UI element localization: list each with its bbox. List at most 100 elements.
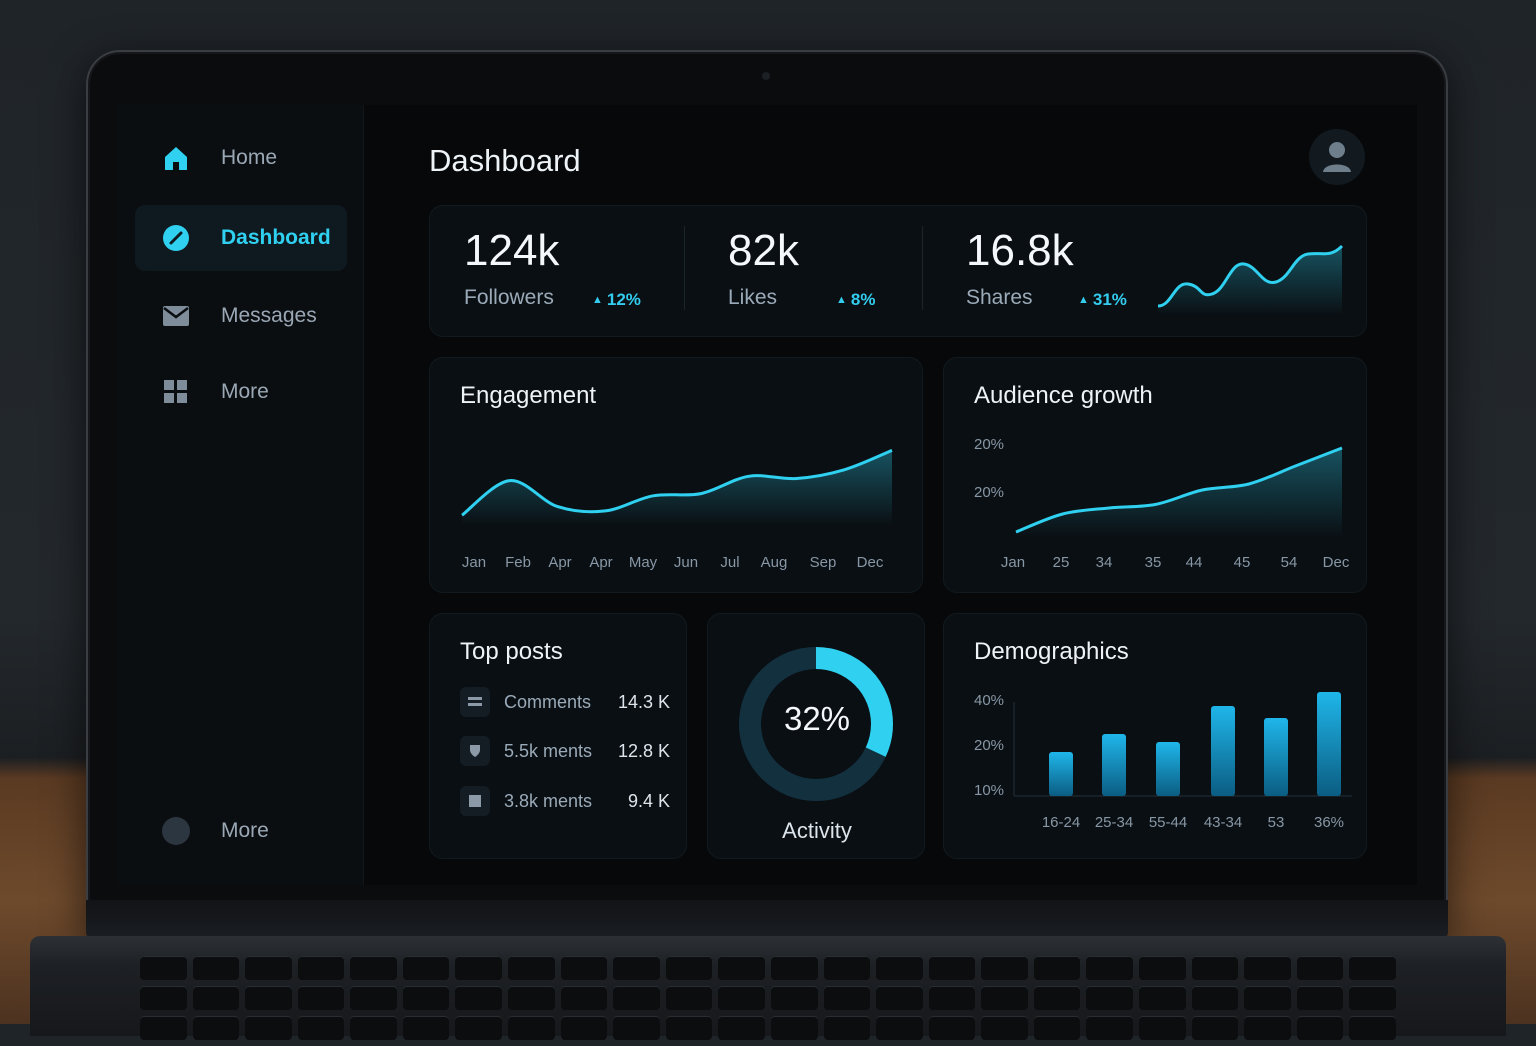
up-arrow-icon: ▲ xyxy=(836,294,847,306)
stat-delta-value: 31% xyxy=(1093,290,1127,309)
home-icon xyxy=(161,143,191,173)
keyboard-key xyxy=(1192,986,1239,1010)
main-content: Dashboard 124k Followers ▲12% 82k Likes … xyxy=(363,105,1417,885)
keyboard-key xyxy=(1349,956,1396,980)
sidebar: Home Dashboard Messages More More xyxy=(117,105,364,885)
sidebar-item-dashboard[interactable]: Dashboard xyxy=(135,205,347,271)
activity-card: 32% Activity xyxy=(707,613,925,859)
keyboard-key xyxy=(824,956,871,980)
bar xyxy=(1317,692,1341,796)
post-value: 9.4 K xyxy=(628,791,670,812)
keyboard-key xyxy=(193,1016,240,1040)
keyboard-key xyxy=(824,1016,871,1040)
shares-sparkline xyxy=(1154,236,1346,316)
keyboard-key xyxy=(718,1016,765,1040)
keyboard-key xyxy=(193,986,240,1010)
list-item[interactable]: 3.8k ments 9.4 K xyxy=(460,785,670,817)
x-tick-label: Dec xyxy=(1323,554,1350,571)
keyboard-key xyxy=(1192,1016,1239,1040)
keyboard-key xyxy=(1192,956,1239,980)
keyboard-key xyxy=(1349,1016,1396,1040)
keyboard-key xyxy=(508,956,555,980)
compass-icon xyxy=(161,223,191,253)
grid-icon xyxy=(161,377,191,407)
keyboard-key xyxy=(1139,956,1186,980)
keyboard-key xyxy=(245,956,292,980)
x-tick-label: Jan xyxy=(462,554,486,571)
keyboard-key xyxy=(403,1016,450,1040)
keyboard-key xyxy=(1034,1016,1081,1040)
bar xyxy=(1102,734,1126,796)
keyboard-key xyxy=(561,1016,608,1040)
stat-value: 124k xyxy=(464,226,559,276)
square-icon xyxy=(460,786,490,816)
keyboard-key xyxy=(1297,1016,1344,1040)
sidebar-item-more[interactable]: More xyxy=(135,359,347,425)
x-tick-label: 45 xyxy=(1234,554,1251,571)
keyboard-key xyxy=(403,956,450,980)
bar xyxy=(1156,742,1180,796)
keyboard xyxy=(140,956,1396,1046)
keyboard-key xyxy=(1244,956,1291,980)
keyboard-key xyxy=(350,1016,397,1040)
keyboard-key xyxy=(1034,956,1081,980)
keyboard-key xyxy=(455,986,502,1010)
keyboard-key xyxy=(876,986,923,1010)
stat-followers: 124k Followers ▲12% xyxy=(464,206,684,336)
up-arrow-icon: ▲ xyxy=(1078,294,1089,306)
x-tick-label: Apr xyxy=(589,554,612,571)
keyboard-key xyxy=(613,1016,660,1040)
sidebar-item-home[interactable]: Home xyxy=(135,125,347,191)
keyboard-key xyxy=(1086,1016,1133,1040)
chart-area xyxy=(462,450,892,526)
keyboard-key xyxy=(508,986,555,1010)
post-value: 12.8 K xyxy=(618,741,670,762)
sparkline-area xyxy=(1158,246,1342,316)
x-tick-label: Feb xyxy=(505,554,531,571)
stat-value: 82k xyxy=(728,226,799,276)
sidebar-footer-more[interactable]: More xyxy=(135,798,347,864)
keyboard-key xyxy=(140,956,187,980)
sidebar-item-label: More xyxy=(221,380,269,404)
keyboard-key xyxy=(666,986,713,1010)
stat-delta: ▲ 31% xyxy=(1078,290,1127,310)
x-tick-label: Jun xyxy=(674,554,698,571)
avatar[interactable] xyxy=(1309,129,1365,185)
keyboard-key xyxy=(1086,956,1133,980)
keyboard-key xyxy=(718,956,765,980)
stat-label: Shares xyxy=(966,286,1033,310)
x-tick-label: Apr xyxy=(548,554,571,571)
keyboard-key xyxy=(876,956,923,980)
keyboard-key xyxy=(508,1016,555,1040)
bar xyxy=(1211,706,1235,796)
keyboard-key xyxy=(929,986,976,1010)
shield-icon xyxy=(460,736,490,766)
keyboard-key xyxy=(771,1016,818,1040)
list-item[interactable]: Comments 14.3 K xyxy=(460,686,670,718)
stat-label: Likes xyxy=(728,286,777,310)
up-arrow-icon: ▲ xyxy=(592,294,603,306)
list-item[interactable]: 5.5k ments 12.8 K xyxy=(460,735,670,767)
keyboard-key xyxy=(245,1016,292,1040)
keyboard-key xyxy=(876,1016,923,1040)
keyboard-key xyxy=(298,1016,345,1040)
x-tick-label: Aug xyxy=(761,554,788,571)
sidebar-item-messages[interactable]: Messages xyxy=(135,283,347,349)
chart-area xyxy=(1016,448,1342,538)
divider xyxy=(922,226,923,310)
post-label: 3.8k ments xyxy=(504,791,628,812)
stat-shares: 16.8k Shares ▲31% xyxy=(966,206,1166,336)
keyboard-key xyxy=(403,986,450,1010)
keyboard-key xyxy=(718,986,765,1010)
stat-delta-value: 12% xyxy=(607,290,641,309)
keyboard-key xyxy=(666,1016,713,1040)
stats-card: 124k Followers ▲12% 82k Likes ▲8% 16.8k … xyxy=(429,205,1367,337)
laptop-bezel xyxy=(86,900,1448,938)
user-icon xyxy=(1321,140,1353,174)
screen: Home Dashboard Messages More More xyxy=(117,105,1417,885)
keyboard-key xyxy=(929,1016,976,1040)
bar xyxy=(1264,718,1288,796)
